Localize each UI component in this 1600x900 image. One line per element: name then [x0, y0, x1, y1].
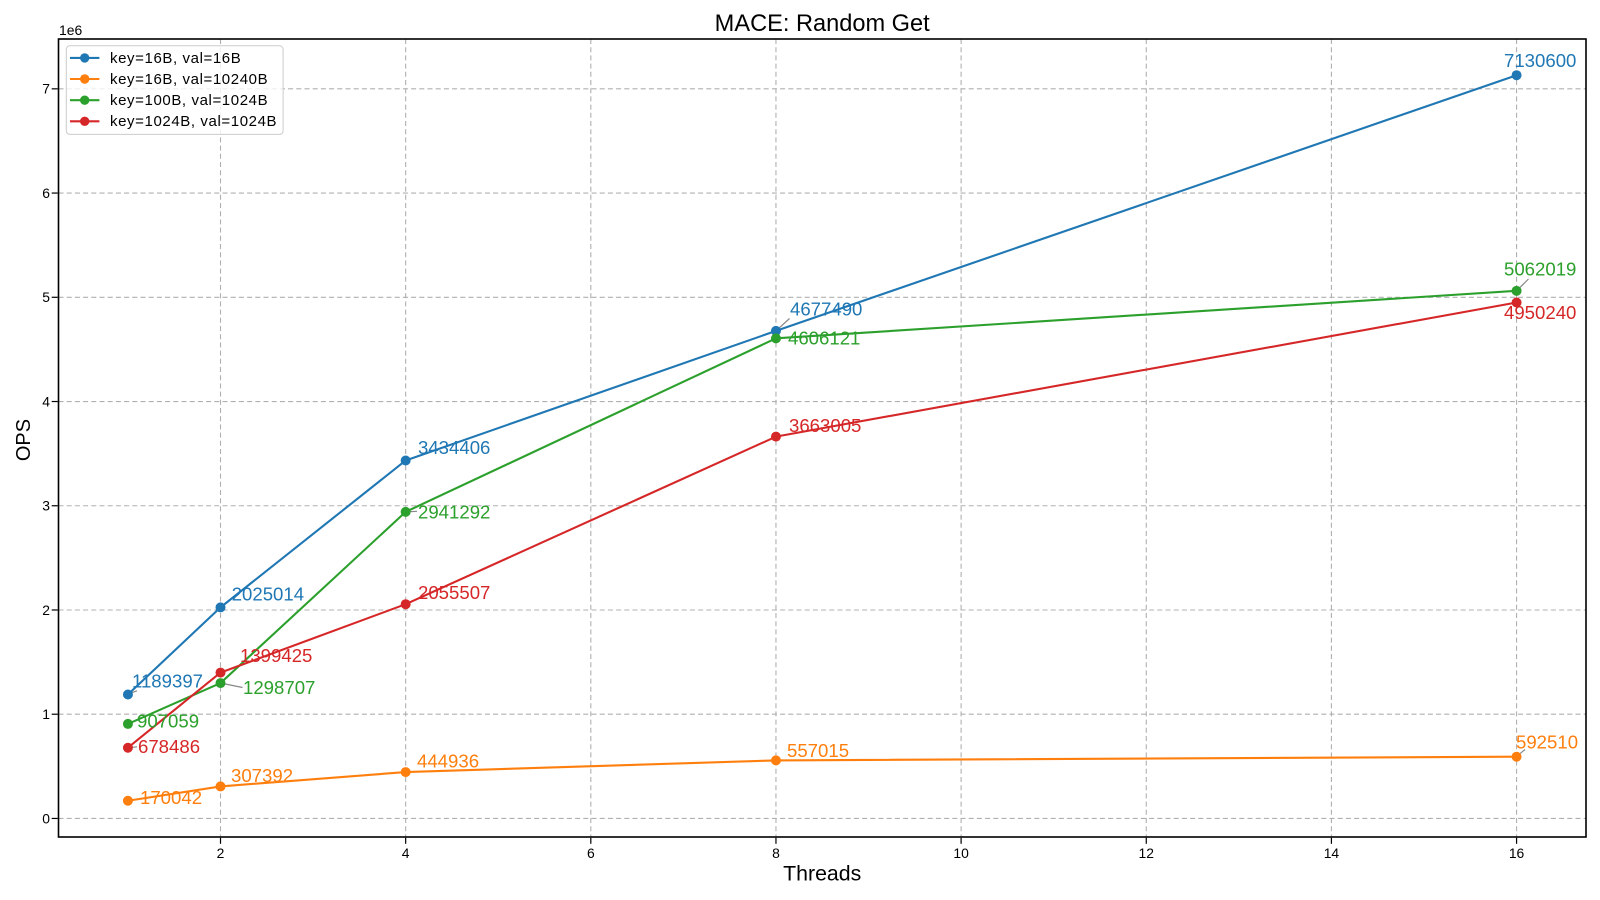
svg-text:4606121: 4606121 [788, 327, 860, 348]
svg-text:key=16B, val=10240B: key=16B, val=10240B [110, 71, 268, 88]
svg-text:2: 2 [42, 602, 50, 618]
svg-text:678486: 678486 [138, 736, 200, 757]
svg-text:1189397: 1189397 [132, 671, 203, 692]
svg-text:6: 6 [587, 845, 595, 861]
svg-text:4677490: 4677490 [790, 299, 862, 320]
svg-text:592510: 592510 [1516, 731, 1578, 752]
svg-text:5062019: 5062019 [1504, 259, 1576, 280]
svg-text:444936: 444936 [417, 750, 479, 771]
svg-text:16: 16 [1509, 845, 1525, 861]
svg-text:12: 12 [1139, 845, 1155, 861]
svg-text:Threads: Threads [783, 862, 861, 886]
svg-text:7: 7 [42, 81, 50, 97]
svg-text:key=100B, val=1024B: key=100B, val=1024B [110, 92, 268, 109]
svg-text:0: 0 [42, 810, 50, 826]
svg-text:8: 8 [772, 845, 780, 861]
svg-text:2055507: 2055507 [418, 582, 490, 603]
svg-text:2941292: 2941292 [418, 501, 490, 522]
svg-text:6: 6 [42, 185, 50, 201]
svg-text:1e6: 1e6 [59, 22, 82, 38]
svg-text:7130600: 7130600 [1504, 50, 1576, 71]
svg-text:307392: 307392 [231, 765, 293, 786]
svg-text:2025014: 2025014 [232, 583, 304, 604]
svg-text:3434406: 3434406 [418, 437, 490, 458]
svg-text:1399425: 1399425 [240, 645, 312, 666]
svg-text:OPS: OPS [13, 419, 35, 461]
svg-text:key=16B, val=16B: key=16B, val=16B [110, 50, 241, 67]
svg-text:3663005: 3663005 [789, 415, 861, 436]
svg-text:2: 2 [217, 845, 225, 861]
svg-text:170042: 170042 [140, 787, 202, 808]
svg-text:14: 14 [1324, 845, 1340, 861]
svg-text:4: 4 [42, 393, 50, 409]
svg-text:10: 10 [953, 845, 969, 861]
svg-text:4950240: 4950240 [1504, 302, 1576, 323]
svg-text:1: 1 [42, 706, 50, 722]
svg-text:MACE: Random Get: MACE: Random Get [715, 11, 930, 37]
svg-text:4: 4 [402, 845, 410, 861]
svg-text:3: 3 [42, 498, 50, 514]
svg-text:557015: 557015 [787, 740, 849, 761]
svg-text:key=1024B, val=1024B: key=1024B, val=1024B [110, 113, 277, 130]
svg-text:5: 5 [42, 289, 50, 305]
svg-text:907059: 907059 [137, 711, 199, 732]
svg-text:1298707: 1298707 [243, 677, 315, 698]
